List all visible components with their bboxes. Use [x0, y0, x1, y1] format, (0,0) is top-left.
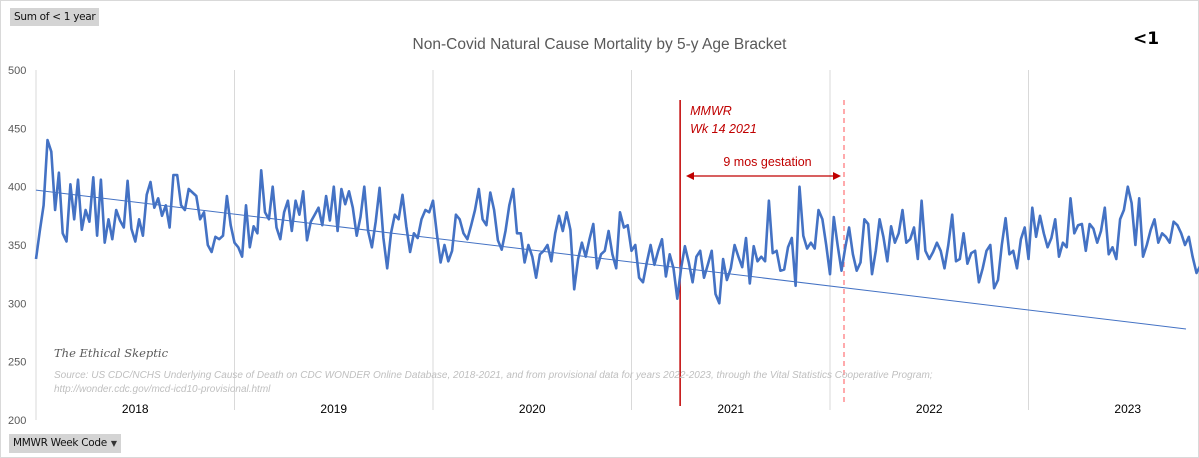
y-tick-label: 400: [8, 182, 26, 194]
trend-line: [35, 189, 1187, 330]
marker-label: MMWR: [690, 104, 732, 118]
dropdown-arrow-icon[interactable]: ▼: [110, 439, 117, 448]
chart-title: Non-Covid Natural Cause Mortality by 5-y…: [412, 36, 787, 53]
x-axis: 2018 2019 2020 2021 2022 2023: [122, 402, 1142, 416]
source-line-1: Source: US CDC/NCHS Underlying Cause of …: [54, 370, 933, 381]
series-layer: [34, 138, 1199, 330]
axis-field-label: MMWR Week Code: [13, 437, 107, 449]
year-gridlines: [35, 70, 1029, 420]
y-tick-label: 500: [8, 65, 26, 77]
gestation-label: 9 mos gestation: [723, 155, 811, 169]
value-field-button[interactable]: Sum of < 1 year: [10, 8, 100, 26]
y-tick-label: 350: [8, 240, 26, 252]
series-line-under-1-year: [34, 138, 1199, 305]
y-axis: 200 250 300 350 400 450 500: [8, 65, 26, 427]
value-field-label: Sum of < 1 year: [14, 11, 96, 23]
axis-field-button[interactable]: MMWR Week Code ▼: [9, 434, 121, 453]
watermark-text: The Ethical Skeptic: [54, 346, 169, 360]
age-bracket-badge: <1: [1133, 29, 1160, 49]
annotations: MMWR Wk 14 2021 9 mos gestation: [679, 100, 845, 406]
x-tick-label: 2020: [519, 402, 546, 416]
y-tick-label: 250: [8, 357, 26, 369]
x-tick-label: 2019: [320, 402, 347, 416]
x-tick-label: 2023: [1114, 402, 1141, 416]
arrow-left-head-icon: [686, 172, 694, 180]
y-tick-label: 200: [8, 415, 26, 427]
source-line-2: http://wonder.cdc.gov/mcd-icd10-provisio…: [54, 384, 271, 395]
y-tick-label: 300: [8, 298, 26, 310]
x-tick-label: 2022: [916, 402, 943, 416]
x-tick-label: 2021: [717, 402, 744, 416]
x-tick-label: 2018: [122, 402, 149, 416]
marker-label: Wk 14 2021: [690, 122, 757, 136]
y-tick-label: 450: [8, 123, 26, 135]
arrow-right-head-icon: [833, 172, 841, 180]
